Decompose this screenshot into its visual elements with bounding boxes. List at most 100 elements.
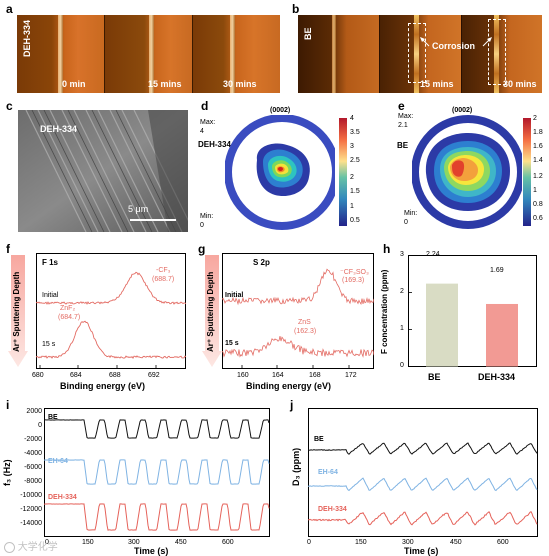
panel-a-photo-strip (17, 15, 280, 93)
panel-i-yticks: 2000 0 -2000 -4000 -6000 -8000 -10000 -1… (12, 408, 42, 538)
panel-d-max-value: 4 (200, 128, 204, 135)
panel-f-initial-label: Initial (42, 292, 59, 299)
panel-a-time-30: 30 mins (223, 79, 257, 89)
panel-c-sample-label: DEH-334 (40, 124, 78, 134)
panel-i-ylabel: f₃ (Hz) (2, 459, 12, 486)
panel-i-ytick: -14000 (20, 520, 42, 527)
panel-d-min-label: Min: (200, 213, 214, 220)
panel-j-series-eh: EH-64 (318, 469, 338, 476)
panel-g-peak2-energy: (162.3) (294, 328, 317, 335)
panel-i-xtick: 300 (128, 539, 140, 546)
panel-i-series-be: BE (48, 414, 58, 421)
cbe-tick: 1 (533, 187, 537, 194)
panel-f-xtick: 680 (32, 372, 44, 379)
panel-a-sample-label: DEH-334 (22, 19, 32, 57)
cbe-tick: 1.4 (533, 157, 543, 164)
panel-i-series-deh: DEH-334 (48, 494, 77, 501)
panel-g-xtick: 168 (309, 372, 321, 379)
cbe-tick: 1.2 (533, 173, 543, 180)
panel-g-sputter-label: Ar⁺ Sputtering Depth (206, 271, 215, 352)
panel-h-bar-label-be: 2.24 (426, 251, 440, 258)
panel-h-plot (408, 255, 537, 367)
panel-f-peak1-species: -CF₃ (156, 267, 171, 274)
panel-e-pole-figure (412, 115, 522, 229)
bar-deh-334 (486, 303, 518, 367)
panel-f-letter: f (6, 242, 10, 256)
panel-j-xtick: 0 (307, 539, 311, 546)
panel-i-xtick: 0 (45, 539, 49, 546)
panel-f-peak1-energy: (688.7) (152, 276, 175, 283)
cbd-tick: 4 (350, 115, 354, 122)
cbe-tick: 0.8 (533, 201, 543, 208)
cbe-tick: 1.6 (533, 143, 543, 150)
panel-h-cat-be: BE (428, 372, 441, 382)
panel-j-plot (308, 408, 538, 537)
panel-c-sem-image (18, 110, 188, 232)
panel-g-sputter-arrow (202, 255, 222, 367)
panel-c-letter: c (6, 99, 13, 113)
panel-e-min-value: 0 (404, 219, 408, 226)
panel-i-ytick: -8000 (24, 478, 42, 485)
panel-g-xtick: 164 (272, 372, 284, 379)
panel-d-pole-figure (225, 115, 335, 230)
panel-e-max-value: 2.1 (398, 122, 408, 129)
panel-i-ytick: -6000 (24, 464, 42, 471)
panel-h-letter: h (383, 242, 391, 256)
panel-c-scale-label: 5 μm (128, 204, 149, 214)
cbd-tick: 1.5 (350, 188, 360, 195)
panel-i-letter: i (6, 398, 10, 412)
panel-g-xtick: 172 (345, 372, 357, 379)
panel-j-xlabel: Time (s) (404, 546, 439, 556)
panel-j-series-deh: DEH-334 (318, 506, 347, 513)
panel-h-ytick: 2 (400, 287, 404, 295)
panel-e-max-label: Max: (398, 113, 414, 120)
panel-f-peak2-energy: (684.7) (58, 314, 81, 321)
panel-j-series-be: BE (314, 436, 324, 443)
panel-e-colorbar (523, 118, 531, 226)
panel-i-ytick: -4000 (24, 450, 42, 457)
panel-g-peak1-species: ⁻CF₃SO₃ (340, 269, 369, 276)
panel-f-15s-label: 15 s (42, 341, 56, 348)
panel-g-element: S 2p (253, 258, 270, 267)
panel-g-peak1-energy: (169.3) (342, 277, 365, 284)
panel-d-plane: (0002) (270, 107, 291, 114)
panel-e-sample: BE (397, 141, 409, 150)
panel-d-max-label: Max: (200, 119, 216, 126)
panel-e-letter: e (398, 99, 405, 113)
panel-f-plot (36, 253, 186, 369)
panel-b-corrosion-label: Corrosion (432, 41, 476, 51)
panel-a-time-15: 15 mins (148, 79, 182, 89)
panel-d-min-value: 0 (200, 222, 204, 229)
panel-a-time-0: 0 min (62, 79, 86, 89)
panel-h-cat-deh: DEH-334 (478, 372, 516, 382)
watermark: 大学化学 (4, 538, 58, 553)
cbd-tick: 3.5 (350, 129, 360, 136)
panel-j-xtick: 450 (450, 539, 462, 546)
panel-i-xtick: 150 (82, 539, 94, 546)
panel-i-ytick: -10000 (20, 492, 42, 499)
panel-j-xtick: 150 (355, 539, 367, 546)
cbd-tick: 0.5 (350, 217, 360, 224)
panel-d-sample: DEH-334 (198, 140, 231, 149)
panel-b-arrows (420, 37, 492, 47)
cbd-tick: 1 (350, 203, 354, 210)
panel-j-xtick: 600 (497, 539, 509, 546)
panel-g-plot (222, 253, 374, 369)
panel-g-initial-label: Initial (225, 292, 244, 299)
panel-i-ytick: 0 (38, 422, 42, 429)
watermark-text: 大学化学 (17, 542, 58, 553)
cbd-tick: 2 (350, 174, 354, 181)
cbd-tick: 3 (350, 143, 354, 150)
panel-h-ytick: 3 (400, 250, 404, 258)
cbe-tick: 1.8 (533, 129, 543, 136)
panel-f-peak2-species: ZnF₂ (60, 305, 76, 312)
panel-g-xtick: 160 (237, 372, 249, 379)
cbe-tick: 0.6 (533, 215, 543, 222)
panel-d-letter: d (201, 99, 209, 113)
panel-i-ytick: 2000 (26, 408, 42, 415)
panel-e-plane: (0002) (452, 107, 473, 114)
panel-b-time-30: 30 mins (503, 79, 537, 89)
panel-f-xtick: 688 (109, 372, 121, 379)
panel-g-letter: g (198, 242, 206, 256)
panel-b-photo-strip (298, 15, 542, 93)
